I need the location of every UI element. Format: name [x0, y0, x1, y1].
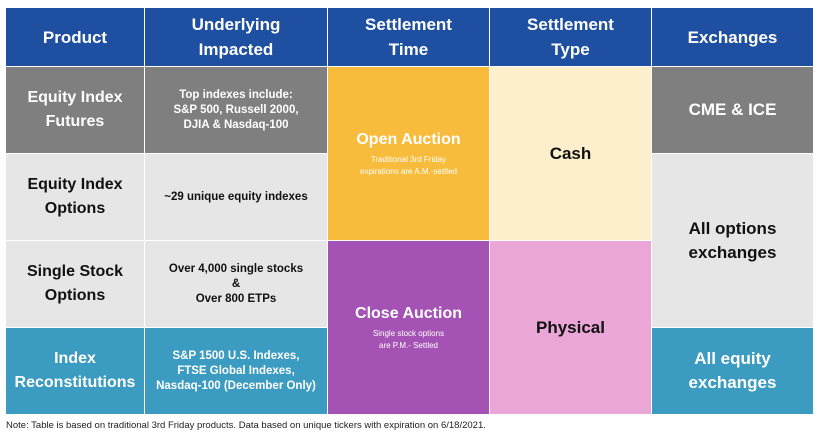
- product-single-stock-options: Single Stock Options: [6, 241, 145, 328]
- product-equity-index-futures: Equity Index Futures: [6, 67, 145, 154]
- product-equity-index-options: Equity Index Options: [6, 154, 145, 241]
- open-auction-title: Open Auction: [356, 131, 461, 148]
- underlying-index-options: ~29 unique equity indexes: [145, 154, 328, 241]
- underlying-futures: Top indexes include: S&P 500, Russell 200…: [145, 67, 328, 154]
- close-auction-note: Single stock options are P.M.- Settled: [372, 329, 445, 350]
- header-underlying: Underlying Impacted: [145, 8, 328, 67]
- underlying-reconstitutions: S&P 1500 U.S. Indexes, FTSE Global Indexe…: [145, 328, 328, 415]
- exchange-all-options: All options exchanges: [652, 154, 814, 328]
- exchange-cme-ice: CME & ICE: [652, 67, 814, 154]
- close-auction-title: Close Auction: [355, 305, 462, 322]
- open-auction-note: Traditional 3rd Friday expirations are A.…: [360, 155, 457, 176]
- underlying-single-stock: Over 4,000 single stocks & Over 800 ETPs: [145, 241, 328, 328]
- settlement-type-physical: Physical: [490, 241, 652, 415]
- header-settlement-type: Settlement Type: [490, 8, 652, 67]
- close-auction-cell: Close Auction Single stock options are P.…: [328, 241, 490, 415]
- header-settlement-time: Settlement Time: [328, 8, 490, 67]
- product-index-reconstitutions: Index Reconstitutions: [6, 328, 145, 415]
- header-exchanges: Exchanges: [652, 8, 814, 67]
- table-footnote: Note: Table is based on traditional 3rd …: [6, 420, 486, 431]
- header-product: Product: [6, 8, 145, 67]
- open-auction-cell: Open Auction Traditional 3rd Friday expir…: [328, 67, 490, 241]
- settlement-table: Product Underlying Impacted Settlement Tim…: [6, 8, 814, 415]
- settlement-type-cash: Cash: [490, 67, 652, 241]
- exchange-all-equity: All equity exchanges: [652, 328, 814, 415]
